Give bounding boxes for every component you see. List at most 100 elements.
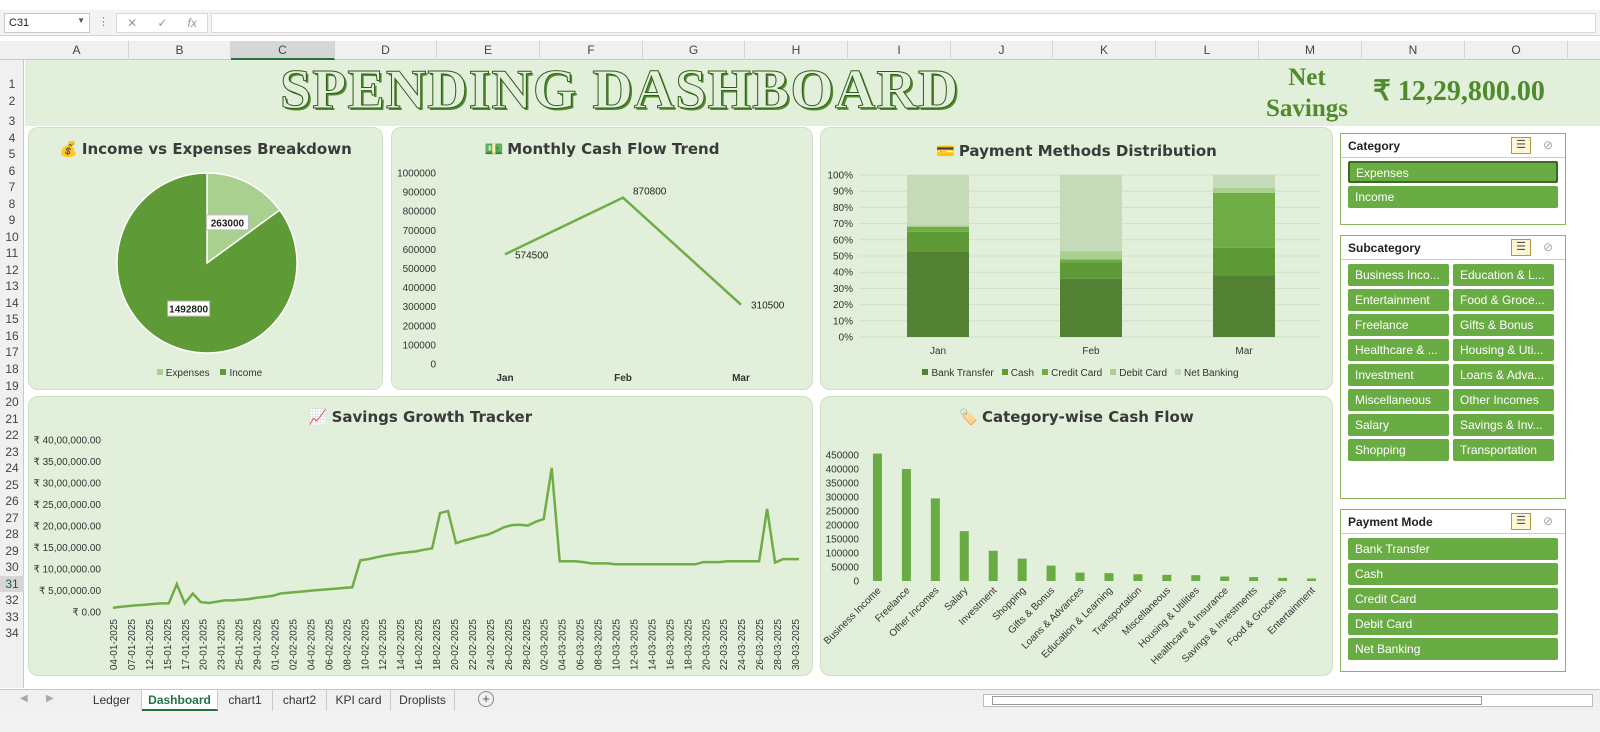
row-header-24[interactable]: 24: [5, 461, 19, 475]
slicer-item-subcategory[interactable]: Loans & Adva...: [1453, 364, 1554, 386]
cancel-icon[interactable]: ✕: [127, 16, 138, 30]
column-header-j[interactable]: J: [951, 41, 1053, 60]
row-header-9[interactable]: 9: [8, 213, 16, 227]
scroll-right-icon[interactable]: ▶: [46, 693, 54, 704]
column-header-a[interactable]: A: [25, 41, 129, 60]
slicer-item-subcategory[interactable]: Education & L...: [1453, 264, 1554, 286]
category-slicer[interactable]: Category ☰ ⊘ Expenses Income: [1340, 133, 1566, 225]
row-header-23[interactable]: 23: [5, 445, 19, 459]
slicer-item-payment-mode[interactable]: Bank Transfer: [1348, 538, 1558, 560]
slicer-item-payment-mode[interactable]: Net Banking: [1348, 638, 1558, 660]
slicer-item-subcategory[interactable]: Transportation: [1453, 439, 1554, 461]
slicer-item-subcategory[interactable]: Business Inco...: [1348, 264, 1449, 286]
slicer-item-payment-mode[interactable]: Cash: [1348, 563, 1558, 585]
row-header-22[interactable]: 22: [5, 428, 19, 442]
row-header-17[interactable]: 17: [5, 345, 19, 359]
row-header-1[interactable]: 1: [8, 77, 16, 91]
row-header-11[interactable]: 11: [5, 246, 19, 260]
more-options-icon[interactable]: ⋮: [98, 16, 109, 28]
name-box[interactable]: C31 ▼: [4, 13, 90, 33]
column-header-c[interactable]: C: [231, 41, 335, 60]
row-header-13[interactable]: 13: [5, 279, 19, 293]
sheet-tab-ledger[interactable]: Ledger: [82, 690, 142, 711]
column-header-f[interactable]: F: [540, 41, 643, 60]
slicer-item-income[interactable]: Income: [1348, 186, 1558, 208]
row-header-34[interactable]: 34: [5, 626, 19, 640]
row-header-20[interactable]: 20: [5, 395, 19, 409]
slicer-item-subcategory[interactable]: Entertainment: [1348, 289, 1449, 311]
chevron-down-icon[interactable]: ▼: [77, 16, 85, 25]
slicer-item-subcategory[interactable]: Healthcare & ...: [1348, 339, 1449, 361]
multi-select-icon[interactable]: ☰: [1511, 137, 1531, 154]
formula-input[interactable]: [211, 13, 1596, 33]
insert-function-icon[interactable]: fx: [187, 16, 197, 30]
row-header-25[interactable]: 25: [5, 478, 19, 492]
slicer-item-payment-mode[interactable]: Debit Card: [1348, 613, 1558, 635]
confirm-icon[interactable]: ✓: [157, 16, 168, 30]
slicer-item-subcategory[interactable]: Investment: [1348, 364, 1449, 386]
category-cash-flow-panel[interactable]: 🏷️ Category-wise Cash Flow 0 50000 100000 15…: [820, 396, 1333, 676]
column-header-k[interactable]: K: [1053, 41, 1156, 60]
column-header-n[interactable]: N: [1362, 41, 1465, 60]
column-header-e[interactable]: E: [437, 41, 540, 60]
column-header-o[interactable]: O: [1465, 41, 1568, 60]
row-header-4[interactable]: 4: [8, 131, 16, 145]
column-header-b[interactable]: B: [129, 41, 231, 60]
row-header-26[interactable]: 26: [5, 494, 19, 508]
slicer-item-subcategory[interactable]: Freelance: [1348, 314, 1449, 336]
row-header-5[interactable]: 5: [8, 147, 16, 161]
row-header-19[interactable]: 19: [5, 379, 19, 393]
subcategory-slicer[interactable]: Subcategory ☰ ⊘ Business Inco... Educatio…: [1340, 235, 1566, 499]
column-header-l[interactable]: L: [1156, 41, 1259, 60]
slicer-item-subcategory[interactable]: Salary: [1348, 414, 1449, 436]
row-header-2[interactable]: 2: [8, 94, 16, 108]
sheet-tab-chart1[interactable]: chart1: [218, 690, 273, 711]
payment-methods-panel[interactable]: 💳 Payment Methods Distribution 0% 10% 20% 30…: [820, 127, 1333, 390]
row-header-29[interactable]: 29: [5, 544, 19, 558]
sheet-tab-chart2[interactable]: chart2: [273, 690, 327, 711]
savings-growth-panel[interactable]: 📈 Savings Growth Tracker ₹ 0.00 ₹ 5,00,000…: [28, 396, 813, 676]
row-header-3[interactable]: 3: [8, 114, 16, 128]
row-header-7[interactable]: 7: [8, 180, 16, 194]
slicer-item-subcategory[interactable]: Other Incomes: [1453, 389, 1554, 411]
row-header-18[interactable]: 18: [5, 362, 19, 376]
row-header-14[interactable]: 14: [5, 296, 19, 310]
row-header-12[interactable]: 12: [5, 263, 19, 277]
row-header-32[interactable]: 32: [5, 593, 19, 607]
slicer-item-expenses[interactable]: Expenses: [1348, 161, 1558, 183]
column-header-h[interactable]: H: [745, 41, 848, 60]
horizontal-scrollbar[interactable]: [983, 694, 1593, 707]
sheet-tab-dashboard[interactable]: Dashboard: [142, 690, 218, 711]
row-header-28[interactable]: 28: [5, 527, 19, 541]
slicer-item-subcategory[interactable]: Food & Groce...: [1453, 289, 1554, 311]
row-header-30[interactable]: 30: [5, 560, 19, 574]
monthly-cash-flow-panel[interactable]: 💵 Monthly Cash Flow Trend 0 100000 200000 30…: [391, 127, 813, 390]
row-header-10[interactable]: 10: [5, 230, 19, 244]
row-header-8[interactable]: 8: [8, 197, 16, 211]
column-header-g[interactable]: G: [643, 41, 745, 60]
income-expenses-panel[interactable]: 💰 Income vs Expenses Breakdown 263000 1492…: [28, 127, 383, 390]
row-header-15[interactable]: 15: [5, 312, 19, 326]
multi-select-icon[interactable]: ☰: [1511, 513, 1531, 530]
slicer-item-subcategory[interactable]: Housing & Uti...: [1453, 339, 1554, 361]
add-sheet-icon[interactable]: +: [478, 691, 494, 707]
slicer-item-subcategory[interactable]: Shopping: [1348, 439, 1449, 461]
row-header-21[interactable]: 21: [5, 412, 19, 426]
row-header-6[interactable]: 6: [8, 164, 16, 178]
column-header-d[interactable]: D: [335, 41, 437, 60]
row-header-31[interactable]: 31: [0, 576, 24, 592]
sheet-tab-droplists[interactable]: Droplists: [391, 690, 455, 711]
multi-select-icon[interactable]: ☰: [1511, 239, 1531, 256]
slicer-item-subcategory[interactable]: Savings & Inv...: [1453, 414, 1554, 436]
clear-filter-icon[interactable]: ⊘: [1542, 240, 1554, 254]
column-header-m[interactable]: M: [1259, 41, 1362, 60]
clear-filter-icon[interactable]: ⊘: [1542, 138, 1554, 152]
column-header-i[interactable]: I: [848, 41, 951, 60]
slicer-item-subcategory[interactable]: Gifts & Bonus: [1453, 314, 1554, 336]
row-header-27[interactable]: 27: [5, 511, 19, 525]
payment-mode-slicer[interactable]: Payment Mode ☰ ⊘ Bank Transfer Cash Credit…: [1340, 509, 1566, 672]
row-header-16[interactable]: 16: [5, 329, 19, 343]
slicer-item-payment-mode[interactable]: Credit Card: [1348, 588, 1558, 610]
clear-filter-icon[interactable]: ⊘: [1542, 514, 1554, 528]
scrollbar-thumb[interactable]: [992, 696, 1482, 705]
